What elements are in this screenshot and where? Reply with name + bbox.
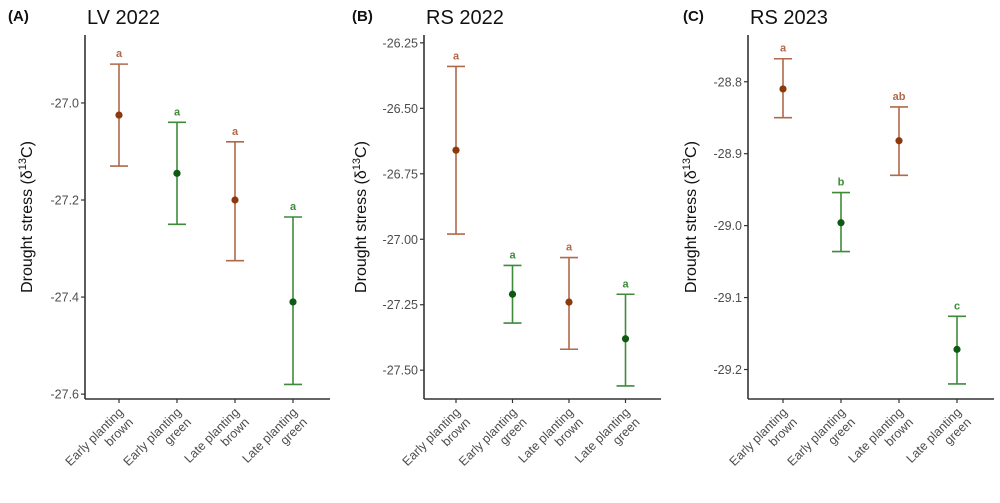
significance-label: a <box>509 249 516 261</box>
y-tick-label: -26.75 <box>383 167 418 181</box>
significance-label: a <box>780 43 787 55</box>
chart-title: RS 2022 <box>426 7 504 29</box>
y-tick-label: -26.25 <box>383 36 418 50</box>
x-tick-label: Early plantinggreen <box>785 405 858 478</box>
x-tick-label: Late plantinggreen <box>572 405 642 475</box>
mean-point <box>508 290 517 298</box>
mean-point <box>452 146 460 154</box>
significance-label: b <box>838 177 845 189</box>
mean-point <box>115 111 123 119</box>
significance-label: a <box>232 126 239 138</box>
significance-label: a <box>566 242 573 254</box>
x-tick-label: Late plantingbrown <box>182 405 252 475</box>
panel-a: (A) LV 2022 -27.0 -27.2 -27.4 -27.6 Drought st… <box>8 7 330 478</box>
panel-label: (B) <box>352 8 373 25</box>
panel-label: (A) <box>8 8 29 25</box>
y-tick-label: -28.8 <box>714 75 743 89</box>
y-tick-label: -27.2 <box>51 194 80 208</box>
y-tick-label: -26.50 <box>383 102 418 116</box>
x-tick-label: Late plantinggreen <box>904 405 974 475</box>
y-axis-label: Drought stress (δ13C) <box>681 141 700 293</box>
mean-point <box>779 85 787 93</box>
mean-point <box>289 298 297 306</box>
x-tick-label: Late plantinggreen <box>240 405 310 475</box>
x-tick-label: Early plantingbrown <box>63 405 136 478</box>
x-tick-label: Early plantinggreen <box>456 405 529 478</box>
mean-point <box>173 169 181 177</box>
x-tick-label: Late plantingbrown <box>846 405 916 475</box>
y-tick-label: -27.6 <box>51 388 80 402</box>
y-tick-label: -27.25 <box>383 298 418 312</box>
x-tick-label: Early plantingbrown <box>400 405 473 478</box>
y-tick-label: -27.00 <box>383 233 418 247</box>
mean-point <box>895 137 903 145</box>
significance-label: ab <box>893 91 906 103</box>
significance-label: a <box>453 50 460 62</box>
y-tick-label: -27.4 <box>51 291 80 305</box>
panel-b: (B) RS 2022 -26.25 -26.50 -26.75 -27.00 -27.25… <box>351 7 661 478</box>
panel-label: (C) <box>683 8 704 25</box>
y-axis-label: Drought stress (δ13C) <box>17 141 36 293</box>
mean-point <box>621 335 630 343</box>
y-tick-label: -29.2 <box>714 363 743 377</box>
y-tick-label: -27.0 <box>51 96 80 110</box>
x-tick-label: Early plantingbrown <box>727 405 800 478</box>
x-tick-label: Late plantingbrown <box>516 405 586 475</box>
y-axis-label: Drought stress (δ13C) <box>351 141 370 293</box>
y-tick-label: -29.0 <box>714 219 743 233</box>
significance-label: c <box>954 300 960 312</box>
x-tick-label: Early plantinggreen <box>121 405 194 478</box>
significance-label: a <box>622 278 629 290</box>
panel-c: (C) RS 2023 -28.8 -28.9 -29.0 -29.1 -29.2 Droug… <box>681 7 994 478</box>
mean-point <box>953 345 961 353</box>
mean-point <box>837 219 845 227</box>
mean-point <box>565 298 573 306</box>
chart-title: RS 2023 <box>750 7 828 29</box>
y-tick-label: -28.9 <box>714 147 743 161</box>
y-tick-label: -27.50 <box>383 364 418 378</box>
significance-label: a <box>174 106 181 118</box>
chart-title: LV 2022 <box>87 7 160 29</box>
significance-label: a <box>116 48 123 60</box>
y-tick-label: -29.1 <box>714 291 743 305</box>
mean-point <box>231 196 239 204</box>
significance-label: a <box>290 201 297 213</box>
